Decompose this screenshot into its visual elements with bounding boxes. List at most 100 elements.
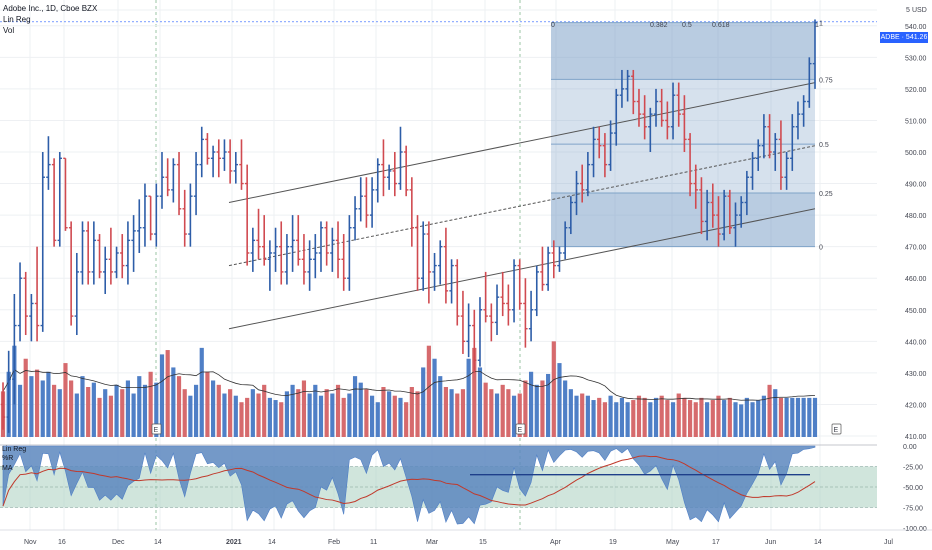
- ohlc-bar: [23, 271, 28, 336]
- volume-bar: [97, 397, 102, 437]
- volume-ma-line: [2, 369, 816, 401]
- volume-bar: [256, 393, 261, 437]
- ohlc-bar: [585, 152, 591, 197]
- volume-bar: [483, 382, 488, 437]
- ohlc-bar: [222, 139, 227, 171]
- osc-williams-r[interactable]: %R: [2, 455, 14, 462]
- ohlc-bar: [597, 126, 602, 159]
- osc-ma[interactable]: MA: [2, 465, 13, 472]
- ohlc-bar: [17, 262, 23, 342]
- ohlc-bar: [182, 189, 187, 247]
- ohlc-bar: [409, 177, 415, 247]
- volume-bar: [318, 395, 324, 437]
- ohlc-bar: [80, 221, 85, 285]
- ohlc-bar: [591, 126, 596, 178]
- volume-bar: [438, 376, 443, 437]
- ohlc-bar: [193, 152, 199, 216]
- osc-tick: -75.00: [903, 506, 923, 513]
- ohlc-bar: [381, 139, 386, 197]
- volume-bar: [324, 389, 329, 437]
- ohlc-bar: [369, 177, 375, 228]
- ohlc-bar: [761, 114, 767, 159]
- volume-bar: [705, 402, 710, 437]
- ohlc-bar: [721, 189, 727, 241]
- ohlc-bar: [704, 189, 710, 241]
- ohlc-bar: [756, 139, 761, 171]
- time-tick: 11: [370, 539, 377, 546]
- ohlc-bar: [523, 278, 528, 348]
- ohlc-bar: [636, 88, 642, 127]
- ohlc-bar: [0, 382, 6, 430]
- price-tick: 470.00: [905, 245, 927, 252]
- volume-bar: [86, 387, 91, 437]
- ohlc-bar: [103, 246, 108, 294]
- ohlc-bar: [801, 95, 806, 127]
- indicator-volume[interactable]: Vol: [3, 26, 15, 35]
- ohlc-bar: [267, 240, 273, 291]
- volume-bar: [364, 389, 369, 437]
- ohlc-bar: [239, 139, 244, 190]
- volume-bar: [387, 391, 392, 437]
- volume-bar: [69, 380, 74, 437]
- ohlc-bar: [301, 234, 307, 285]
- volume-bar: [642, 397, 647, 437]
- time-tick: Dec: [112, 539, 125, 546]
- ohlc-bar: [335, 221, 341, 279]
- price-tick: 480.00: [905, 213, 927, 220]
- ohlc-bar: [426, 221, 432, 304]
- volume-bar: [228, 389, 233, 437]
- volume-bar: [284, 391, 290, 437]
- ohlc-bar: [131, 215, 136, 272]
- ohlc-bar: [460, 290, 466, 354]
- chart-title: Adobe Inc., 1D, Cboe BZX: [3, 4, 98, 13]
- osc-ma-line: [2, 455, 816, 507]
- volume-bar: [46, 371, 51, 437]
- price-bars: [0, 19, 818, 433]
- time-axis: Nov 16 Dec 14 2021 14 Feb 11 Mar 15 Apr 19 May 17 Jun 1…: [0, 529, 932, 546]
- volume-bar: [193, 384, 199, 437]
- ohlc-bar: [500, 271, 505, 317]
- indicator-linreg[interactable]: Lin Reg: [3, 15, 31, 24]
- ohlc-bar: [653, 88, 659, 127]
- ohlc-bar: [233, 152, 239, 184]
- volume-bar: [176, 376, 182, 437]
- volume-bar: [131, 393, 136, 437]
- ohlc-bar: [483, 271, 488, 323]
- ohlc-bar: [216, 139, 221, 178]
- volume-bar: [477, 367, 483, 437]
- volume-bar: [182, 389, 187, 437]
- volume-bar: [40, 380, 45, 437]
- ohlc-bar: [262, 215, 267, 266]
- ohlc-bar: [545, 246, 551, 291]
- time-tick: Jun: [765, 539, 776, 546]
- ohlc-bar: [489, 303, 494, 342]
- volume-bar: [267, 397, 272, 437]
- reg-lower: [228, 208, 816, 330]
- ohlc-bar: [625, 69, 630, 102]
- volume-bar: [426, 345, 431, 437]
- volume-bar: [17, 384, 23, 437]
- ohlc-bar: [642, 95, 647, 140]
- time-tick: Mar: [426, 539, 439, 546]
- volume-bar: [619, 397, 625, 437]
- volume-bar: [676, 393, 681, 437]
- volume-bar: [773, 389, 778, 437]
- osc-williams-area: [2, 445, 816, 525]
- volume-bar: [744, 397, 749, 437]
- volume-bar: [602, 402, 607, 437]
- osc-linreg[interactable]: Lin Reg: [2, 446, 27, 453]
- earnings-label: E: [834, 427, 839, 434]
- volume-bar: [205, 371, 210, 437]
- volume-bars: [0, 341, 818, 437]
- price-tick: 540.00: [905, 24, 927, 31]
- ohlc-bar: [12, 294, 17, 405]
- time-tick: 2021: [226, 539, 242, 546]
- volume-bar: [546, 373, 551, 437]
- ohlc-bar: [171, 158, 176, 203]
- volume-bar: [279, 402, 284, 437]
- volume-bar: [23, 358, 28, 437]
- ohlc-bar: [85, 221, 91, 285]
- time-tick: 16: [58, 539, 66, 546]
- ohlc-bar: [6, 350, 11, 433]
